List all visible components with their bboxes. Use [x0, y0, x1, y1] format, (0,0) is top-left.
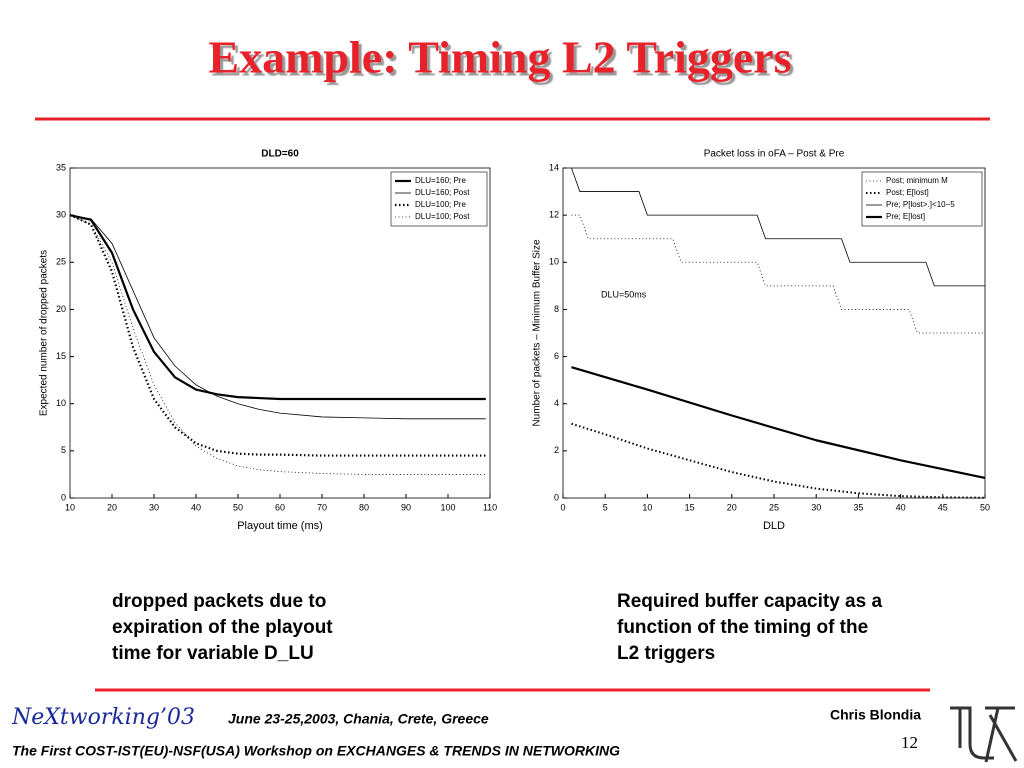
legend-label: DLU=160; Post — [415, 188, 470, 197]
y-tick-label: 8 — [554, 304, 559, 314]
y-tick-label: 2 — [554, 445, 559, 455]
series-line — [571, 422, 986, 499]
y-tick-label: 10 — [56, 398, 66, 408]
x-tick-label: 35 — [853, 502, 863, 512]
x-axis-label: DLD — [763, 520, 785, 532]
y-tick-label: 5 — [61, 445, 66, 455]
legend-box — [390, 171, 488, 227]
x-tick-label: 60 — [275, 502, 285, 512]
x-tick-label: 50 — [233, 502, 243, 512]
x-tick-label: 25 — [769, 502, 779, 512]
footer-workshop: The First COST-IST(EU)-NSF(USA) Workshop… — [12, 743, 620, 759]
y-tick-label: 35 — [56, 162, 66, 172]
y-tick-label: 20 — [56, 304, 66, 314]
x-tick-label: 40 — [896, 502, 906, 512]
caption-line: expiration of the playout — [112, 617, 333, 638]
series-line — [69, 214, 486, 401]
series-line — [69, 214, 486, 475]
caption-line: time for variable D_LU — [112, 643, 314, 664]
y-tick-label: 0 — [61, 492, 66, 502]
series-line — [571, 214, 985, 334]
x-tick-label: 15 — [685, 502, 695, 512]
y-axis-label: Expected number of dropped packets — [39, 250, 50, 416]
legend-label: DLU=100; Post — [415, 212, 470, 221]
logo — [950, 706, 1018, 763]
x-tick-label: 110 — [483, 502, 497, 512]
series-line — [69, 214, 486, 457]
x-tick-label: 90 — [401, 502, 411, 512]
y-tick-label: 12 — [549, 210, 559, 220]
x-tick-label: 20 — [727, 502, 737, 512]
legend-label: Post; E[lost] — [886, 188, 929, 197]
caption-line: Required buffer capacity as a — [617, 591, 882, 612]
x-tick-label: 80 — [359, 502, 369, 512]
legend-label: Pre; P[lost>.]<10−5 — [886, 200, 955, 209]
page-number: 12 — [901, 733, 918, 752]
y-axis-label: Number of packets – Minimum Buffer Size — [532, 239, 543, 427]
legend-label: Pre; E[lost] — [886, 212, 925, 221]
x-tick-label: 40 — [191, 502, 201, 512]
x-tick-label: 0 — [560, 502, 565, 512]
slide-title: Example: Timing L2 Triggers — [208, 32, 791, 83]
caption-line: L2 triggers — [617, 643, 715, 664]
series-line — [571, 366, 986, 480]
legend-label: DLU=160; Pre — [415, 176, 466, 185]
x-tick-label: 30 — [811, 502, 821, 512]
legend-label: DLU=100; Pre — [415, 200, 466, 209]
x-tick-label: 70 — [317, 502, 327, 512]
footer-author: Chris Blondia — [830, 707, 921, 723]
legend-label: Post; minimum M — [886, 176, 948, 185]
y-tick-label: 0 — [554, 492, 559, 502]
series-line — [571, 167, 985, 287]
x-tick-label: 10 — [65, 502, 75, 512]
y-tick-label: 30 — [56, 210, 66, 220]
y-tick-label: 10 — [549, 257, 559, 267]
annotation: DLU=50ms — [601, 290, 647, 300]
brand: NeXtworking’03 — [11, 705, 195, 730]
x-axis-label: Playout time (ms) — [237, 520, 323, 532]
y-tick-label: 6 — [554, 351, 559, 361]
y-tick-label: 4 — [554, 398, 559, 408]
y-tick-label: 14 — [549, 162, 559, 172]
footer-date: June 23-25,2003, Chania, Crete, Greece — [228, 711, 489, 727]
chart-title: DLD=60 — [261, 149, 299, 160]
series-line — [69, 214, 486, 420]
x-tick-label: 50 — [980, 502, 990, 512]
x-tick-label: 5 — [603, 502, 608, 512]
caption-line: function of the timing of the — [617, 617, 868, 638]
x-tick-label: 20 — [107, 502, 117, 512]
chart-title: Packet loss in oFA – Post & Pre — [704, 149, 845, 160]
caption-line: dropped packets due to — [112, 591, 326, 612]
x-tick-label: 45 — [938, 502, 948, 512]
x-tick-label: 100 — [440, 502, 455, 512]
x-tick-label: 10 — [642, 502, 652, 512]
y-tick-label: 25 — [56, 257, 66, 267]
y-tick-label: 15 — [56, 351, 66, 361]
x-tick-label: 30 — [149, 502, 159, 512]
